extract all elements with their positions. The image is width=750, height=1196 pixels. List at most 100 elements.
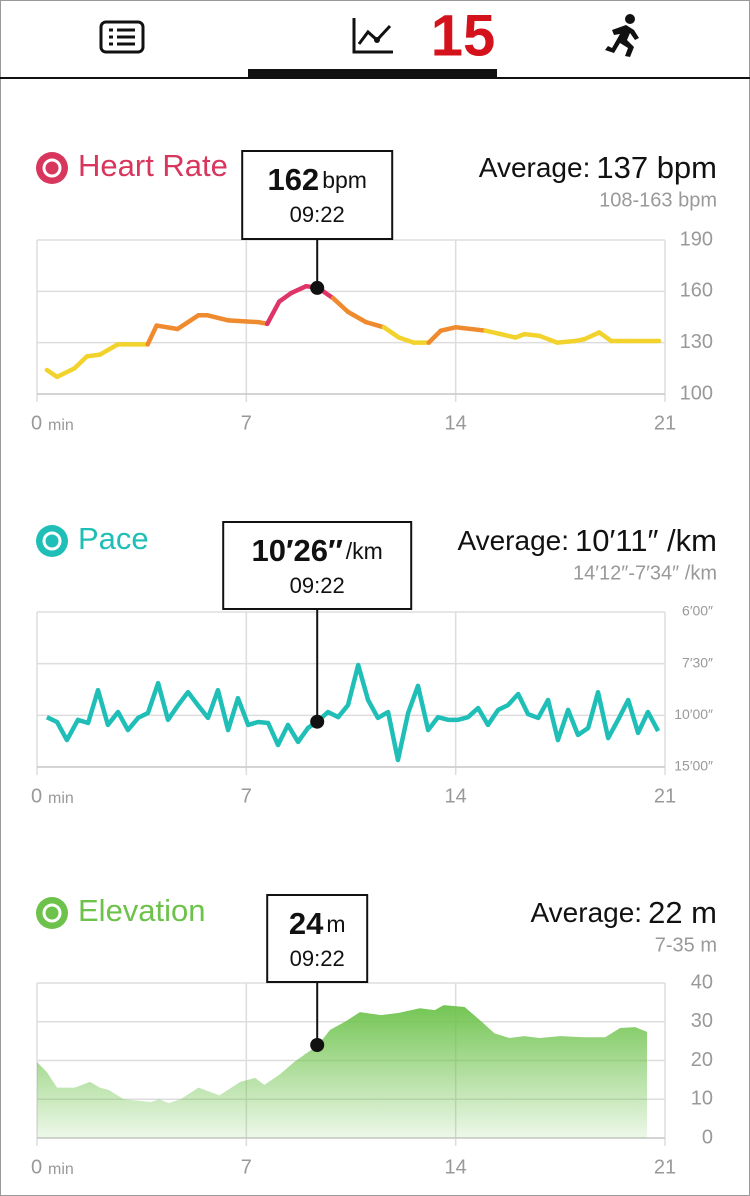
chart-icon-inner [42, 531, 62, 551]
x-tick-label: 14 [445, 1156, 467, 1178]
line-segment [226, 318, 261, 325]
x-tick-label: 7 [241, 412, 252, 434]
line-segment [265, 299, 282, 327]
tooltip-unit: bpm [322, 167, 367, 193]
tooltip-value: 162 bpm [267, 162, 366, 197]
chart-icon [36, 152, 68, 184]
tooltip-box [241, 150, 394, 240]
range: 7-35 m [655, 934, 717, 956]
average: Average: 22 m [531, 895, 717, 930]
x-tick-label: 7 [241, 785, 252, 807]
tooltip-value: 10′26″/km [252, 533, 383, 568]
y-tick-label: 40 [691, 971, 713, 993]
data-area [37, 1005, 648, 1138]
tooltip-time: 09:22 [290, 573, 345, 598]
line-segment [381, 325, 402, 340]
y-tick-label: 10 [691, 1088, 713, 1110]
chart-icon-inner [42, 158, 62, 178]
tooltip-time: 09:22 [290, 946, 345, 971]
y-tick-label: 20 [691, 1049, 713, 1071]
chart-title: Heart Rate [78, 148, 228, 183]
line-segment [363, 319, 387, 330]
y-tick-label: 10′00″ [674, 706, 713, 722]
x-tick-label: 14 [445, 412, 467, 434]
chart-title: Elevation [78, 893, 206, 928]
chart-icon-inner [42, 903, 62, 923]
average: Average: 137 bpm [479, 150, 717, 185]
average-value: 22 m [648, 895, 717, 930]
line-segment [175, 313, 201, 332]
x-unit: min [48, 790, 74, 807]
line-segment [330, 295, 351, 315]
charts-tab[interactable] [352, 18, 393, 54]
line-segment [54, 366, 77, 380]
line-segment [97, 342, 120, 357]
average-label: Average: [457, 525, 569, 556]
x-tick-label: 14 [445, 785, 467, 807]
y-tick-label: 190 [680, 228, 713, 250]
chart-icon [36, 897, 68, 929]
x-tick-label: 0 [31, 1156, 42, 1178]
line-segment [498, 331, 518, 340]
tooltip-point [310, 714, 325, 729]
y-tick-label: 30 [691, 1010, 713, 1032]
chart-icon [36, 525, 68, 557]
line-segment [537, 333, 560, 345]
line-segment [345, 309, 369, 325]
line-segment [276, 290, 294, 304]
line-segment [145, 323, 159, 347]
tooltip-point [310, 1038, 325, 1052]
line-segment [453, 325, 488, 333]
line-segment [426, 328, 443, 345]
data-line [45, 662, 661, 763]
x-tick-label: 21 [654, 412, 676, 434]
x-unit: min [48, 417, 74, 434]
y-tick-label: 7′30″ [682, 654, 713, 670]
line-segment [555, 338, 578, 345]
badge: 15 [431, 3, 496, 68]
tooltip-point [310, 280, 325, 295]
average-label: Average: [479, 152, 591, 183]
x-tick-label: 21 [654, 785, 676, 807]
average-label: Average: [531, 897, 643, 928]
x-unit: min [48, 1161, 74, 1178]
y-tick-label: 6′00″ [682, 603, 713, 619]
line-segment [596, 330, 614, 344]
y-tick-label: 160 [680, 280, 713, 302]
line-segment [522, 331, 542, 339]
range: 108-163 bpm [599, 189, 717, 211]
active-tab-indicator [248, 69, 497, 78]
chart-title: Pace [78, 521, 149, 556]
average-value: 10′11″ /km [575, 523, 717, 558]
average: Average: 10′11″ /km [457, 523, 717, 558]
workout-tab[interactable] [605, 14, 639, 57]
x-tick-label: 0 [31, 785, 42, 807]
line-segment [72, 354, 90, 371]
line-segment [483, 328, 503, 337]
x-tick-label: 0 [31, 412, 42, 434]
summary-tab[interactable] [99, 20, 145, 54]
x-tick-label: 7 [241, 1156, 252, 1178]
tooltip-value: 24 m [289, 906, 346, 941]
y-tick-label: 15′00″ [674, 758, 713, 774]
y-tick-label: 130 [680, 331, 713, 353]
line-segment [582, 330, 602, 342]
tooltip-box [266, 894, 369, 983]
line-segment [205, 313, 231, 323]
range: 14′12″-7′34″ /km [573, 562, 717, 584]
tooltip-number: 24 [289, 906, 324, 941]
line-segment [154, 323, 180, 332]
tooltip-unit: m [326, 911, 345, 937]
line-segment [288, 283, 309, 296]
tooltip-number: 162 [267, 162, 319, 197]
y-tick-label: 100 [680, 382, 713, 404]
tooltip-number: 10′26″ [252, 533, 343, 568]
tooltip-time: 09:22 [290, 202, 345, 227]
x-tick-label: 21 [654, 1156, 676, 1178]
y-tick-label: 0 [702, 1126, 713, 1148]
tab-bar: 15 [0, 3, 750, 79]
tooltip-unit: /km [346, 538, 383, 564]
average-value: 137 bpm [596, 150, 717, 185]
